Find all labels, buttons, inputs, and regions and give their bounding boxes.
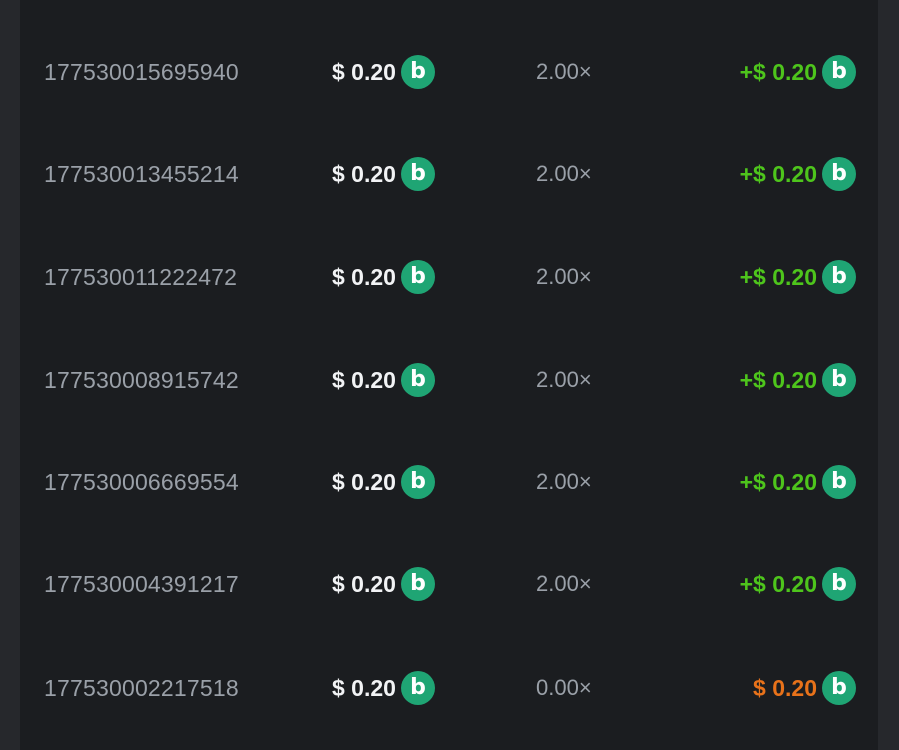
bc-coin-icon: b (400, 55, 435, 89)
bc-coin-icon: b (400, 260, 435, 294)
payout-text: +$ 0.20 (739, 570, 817, 597)
bc-coin-icon: b (822, 157, 856, 191)
payout: +$ 0.20 b (740, 350, 856, 410)
payout-text: +$ 0.20 (739, 366, 817, 393)
multiplier: 2.00× (536, 367, 592, 392)
multiplier: 2.00× (536, 469, 592, 494)
bet-row[interactable]: 177530006669554 $ 0.20 b 2.00× +$ 0.20 b (20, 452, 878, 512)
bet-amount-text: $ 0.20 (332, 366, 396, 393)
bet-amount: $ 0.20 b (332, 144, 435, 204)
payout: +$ 0.20 b (740, 247, 856, 307)
multiplier: 2.00× (536, 59, 592, 84)
payout: +$ 0.20 b (740, 554, 856, 614)
bet-id[interactable]: 177530004391217 (44, 570, 239, 597)
multiplier: 0.00× (536, 675, 592, 700)
bet-amount-text: $ 0.20 (332, 160, 396, 187)
multiplier: 2.00× (536, 161, 592, 186)
bc-coin-icon: b (400, 671, 435, 705)
bet-row[interactable]: 177530015695940 $ 0.20 b 2.00× +$ 0.20 b (20, 42, 878, 102)
bet-amount: $ 0.20 b (332, 350, 435, 410)
bet-id[interactable]: 177530002217518 (44, 674, 239, 701)
bc-coin-icon: b (400, 567, 435, 601)
bet-amount-text: $ 0.20 (332, 674, 396, 701)
multiplier: 2.00× (536, 571, 592, 596)
bet-id[interactable]: 177530011222472 (44, 263, 238, 290)
bet-row[interactable]: 177530013455214 $ 0.20 b 2.00× +$ 0.20 b (20, 144, 878, 204)
bc-coin-icon: b (822, 567, 856, 601)
multiplier: 2.00× (536, 264, 592, 289)
payout-text: +$ 0.20 (739, 468, 817, 495)
payout-text: +$ 0.20 (739, 263, 817, 290)
payout: $ 0.20 b (753, 658, 856, 718)
bet-amount: $ 0.20 b (332, 452, 435, 512)
bet-amount: $ 0.20 b (332, 247, 435, 307)
bc-coin-icon: b (822, 363, 856, 397)
bc-coin-icon: b (400, 363, 435, 397)
payout: +$ 0.20 b (740, 452, 856, 512)
bet-row[interactable]: 177530002217518 $ 0.20 b 0.00× $ 0.20 b (20, 658, 878, 718)
bet-id[interactable]: 177530008915742 (44, 366, 239, 393)
bc-coin-icon: b (822, 55, 856, 89)
bet-amount-text: $ 0.20 (332, 58, 396, 85)
payout: +$ 0.20 b (740, 42, 856, 102)
bc-coin-icon: b (822, 260, 856, 294)
bet-amount: $ 0.20 b (332, 42, 435, 102)
bc-coin-icon: b (822, 671, 856, 705)
bc-coin-icon: b (400, 465, 435, 499)
bet-history-panel: 177530015695940 $ 0.20 b 2.00× +$ 0.20 b 1… (20, 0, 878, 750)
bc-coin-icon: b (400, 157, 435, 191)
bet-amount-text: $ 0.20 (332, 570, 396, 597)
bet-amount: $ 0.20 b (332, 554, 435, 614)
bet-amount: $ 0.20 b (332, 658, 435, 718)
bet-amount-text: $ 0.20 (332, 468, 396, 495)
payout: +$ 0.20 b (740, 144, 856, 204)
payout-text: +$ 0.20 (739, 160, 817, 187)
payout-text: $ 0.20 (753, 674, 817, 701)
bet-id[interactable]: 177530015695940 (44, 58, 239, 85)
payout-text: +$ 0.20 (739, 58, 817, 85)
bet-row[interactable]: 177530008915742 $ 0.20 b 2.00× +$ 0.20 b (20, 350, 878, 410)
bet-id[interactable]: 177530006669554 (44, 468, 239, 495)
bet-row[interactable]: 177530004391217 $ 0.20 b 2.00× +$ 0.20 b (20, 554, 878, 614)
bet-amount-text: $ 0.20 (332, 263, 396, 290)
bet-row[interactable]: 177530011222472 $ 0.20 b 2.00× +$ 0.20 b (20, 247, 878, 307)
bc-coin-icon: b (822, 465, 856, 499)
bet-id[interactable]: 177530013455214 (44, 160, 239, 187)
